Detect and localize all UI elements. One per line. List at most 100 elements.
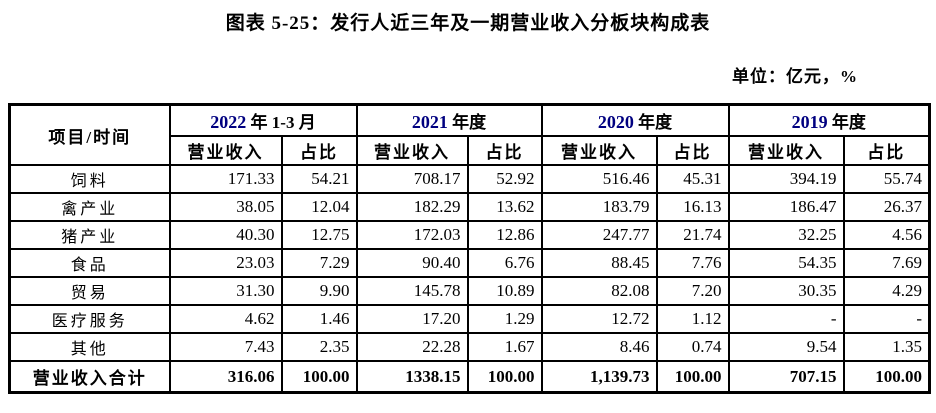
cell: 7.76 bbox=[655, 248, 730, 278]
cell: 2.35 bbox=[280, 332, 358, 362]
cell: 45.31 bbox=[655, 164, 730, 194]
table-row: 医疗服务 4.62 1.46 17.20 1.29 12.72 1.12 - - bbox=[8, 304, 931, 334]
cell: 516.46 bbox=[540, 164, 658, 194]
cell: 394.19 bbox=[727, 164, 845, 194]
cell: 100.00 bbox=[655, 360, 730, 394]
cell: 7.69 bbox=[842, 248, 931, 278]
cell: 31.30 bbox=[168, 276, 283, 306]
cell: 21.74 bbox=[655, 220, 730, 250]
revenue-breakdown-table: 项目/时间 2022 年 1-3 月 2021 年度 2020 年度 2019 … bbox=[8, 103, 932, 394]
subheader-share: 占比 bbox=[842, 135, 931, 166]
row-label: 贸易 bbox=[8, 276, 171, 306]
cell: 88.45 bbox=[540, 248, 658, 278]
year-number: 2021 bbox=[411, 112, 448, 132]
row-label: 禽产业 bbox=[8, 192, 171, 222]
cell: 182.29 bbox=[355, 192, 469, 222]
year-suffix: 年度 bbox=[827, 113, 866, 132]
cell: 22.28 bbox=[355, 332, 469, 362]
table-total-row: 营业收入合计 316.06 100.00 1338.15 100.00 1,13… bbox=[8, 360, 931, 394]
table-row: 饲料 171.33 54.21 708.17 52.92 516.46 45.3… bbox=[8, 164, 931, 194]
figure-title: 图表 5-25：发行人近三年及一期营业收入分板块构成表 bbox=[225, 13, 711, 34]
cell: 708.17 bbox=[355, 164, 469, 194]
cell: 6.76 bbox=[466, 248, 543, 278]
cell: 1.46 bbox=[280, 304, 358, 334]
cell: - bbox=[842, 304, 931, 334]
cell: 1338.15 bbox=[355, 360, 469, 394]
cell: 100.00 bbox=[842, 360, 931, 394]
year-number: 2019 bbox=[791, 112, 828, 132]
cell: 12.86 bbox=[466, 220, 543, 250]
cell: 316.06 bbox=[168, 360, 283, 394]
period-header-2022q1: 2022 年 1-3 月 bbox=[168, 103, 358, 137]
table-row: 其他 7.43 2.35 22.28 1.67 8.46 0.74 9.54 1… bbox=[8, 332, 931, 362]
cell: 12.72 bbox=[540, 304, 658, 334]
cell: 1.12 bbox=[655, 304, 730, 334]
cell: 54.35 bbox=[727, 248, 845, 278]
year-number: 2022 bbox=[210, 112, 247, 132]
cell: 55.74 bbox=[842, 164, 931, 194]
cell: 30.35 bbox=[727, 276, 845, 306]
cell: 1.29 bbox=[466, 304, 543, 334]
row-label: 猪产业 bbox=[8, 220, 171, 250]
row-label: 其他 bbox=[8, 332, 171, 362]
cell: 171.33 bbox=[168, 164, 283, 194]
header-sub-row: 营业收入 占比 营业收入 占比 营业收入 占比 营业收入 占比 bbox=[10, 135, 931, 166]
cell: 9.54 bbox=[727, 332, 845, 362]
cell: 0.74 bbox=[655, 332, 730, 362]
cell: 4.56 bbox=[842, 220, 931, 250]
table-row: 禽产业 38.05 12.04 182.29 13.62 183.79 16.1… bbox=[8, 192, 931, 222]
cell: 172.03 bbox=[355, 220, 469, 250]
cell: 17.20 bbox=[355, 304, 469, 334]
corner-header: 项目/时间 bbox=[8, 103, 171, 166]
cell: 40.30 bbox=[168, 220, 283, 250]
cell: 7.43 bbox=[168, 332, 283, 362]
cell: 4.29 bbox=[842, 276, 931, 306]
cell: 10.89 bbox=[466, 276, 543, 306]
table-row: 猪产业 40.30 12.75 172.03 12.86 247.77 21.7… bbox=[8, 220, 931, 250]
cell: - bbox=[727, 304, 845, 334]
cell: 1.67 bbox=[466, 332, 543, 362]
subheader-share: 占比 bbox=[280, 135, 358, 166]
cell: 38.05 bbox=[168, 192, 283, 222]
table-row: 贸易 31.30 9.90 145.78 10.89 82.08 7.20 30… bbox=[8, 276, 931, 306]
cell: 7.20 bbox=[655, 276, 730, 306]
cell: 9.90 bbox=[280, 276, 358, 306]
table-row: 食品 23.03 7.29 90.40 6.76 88.45 7.76 54.3… bbox=[8, 248, 931, 278]
row-label: 饲料 bbox=[8, 164, 171, 194]
subheader-revenue: 营业收入 bbox=[168, 135, 283, 166]
cell: 4.62 bbox=[168, 304, 283, 334]
subheader-share: 占比 bbox=[466, 135, 543, 166]
cell: 8.46 bbox=[540, 332, 658, 362]
cell: 1.35 bbox=[842, 332, 931, 362]
period-header-2020: 2020 年度 bbox=[540, 103, 730, 137]
period-header-2021: 2021 年度 bbox=[355, 103, 543, 137]
year-suffix: 年度 bbox=[447, 113, 487, 132]
cell: 247.77 bbox=[540, 220, 658, 250]
cell: 54.21 bbox=[280, 164, 358, 194]
cell: 100.00 bbox=[466, 360, 543, 394]
total-row-label: 营业收入合计 bbox=[8, 360, 171, 394]
row-label: 食品 bbox=[8, 248, 171, 278]
row-label: 医疗服务 bbox=[8, 304, 171, 334]
year-suffix: 年度 bbox=[633, 113, 673, 132]
cell: 707.15 bbox=[727, 360, 845, 394]
cell: 16.13 bbox=[655, 192, 730, 222]
cell: 13.62 bbox=[466, 192, 543, 222]
year-suffix: 年 1-3 月 bbox=[246, 113, 316, 132]
year-number: 2020 bbox=[597, 112, 634, 132]
subheader-revenue: 营业收入 bbox=[540, 135, 658, 166]
cell: 183.79 bbox=[540, 192, 658, 222]
cell: 145.78 bbox=[355, 276, 469, 306]
subheader-share: 占比 bbox=[655, 135, 730, 166]
cell: 7.29 bbox=[280, 248, 358, 278]
subheader-revenue: 营业收入 bbox=[355, 135, 469, 166]
cell: 1,139.73 bbox=[540, 360, 658, 394]
cell: 52.92 bbox=[466, 164, 543, 194]
cell: 12.75 bbox=[280, 220, 358, 250]
cell: 12.04 bbox=[280, 192, 358, 222]
cell: 90.40 bbox=[355, 248, 469, 278]
cell: 23.03 bbox=[168, 248, 283, 278]
cell: 186.47 bbox=[727, 192, 845, 222]
subheader-revenue: 营业收入 bbox=[727, 135, 845, 166]
cell: 82.08 bbox=[540, 276, 658, 306]
